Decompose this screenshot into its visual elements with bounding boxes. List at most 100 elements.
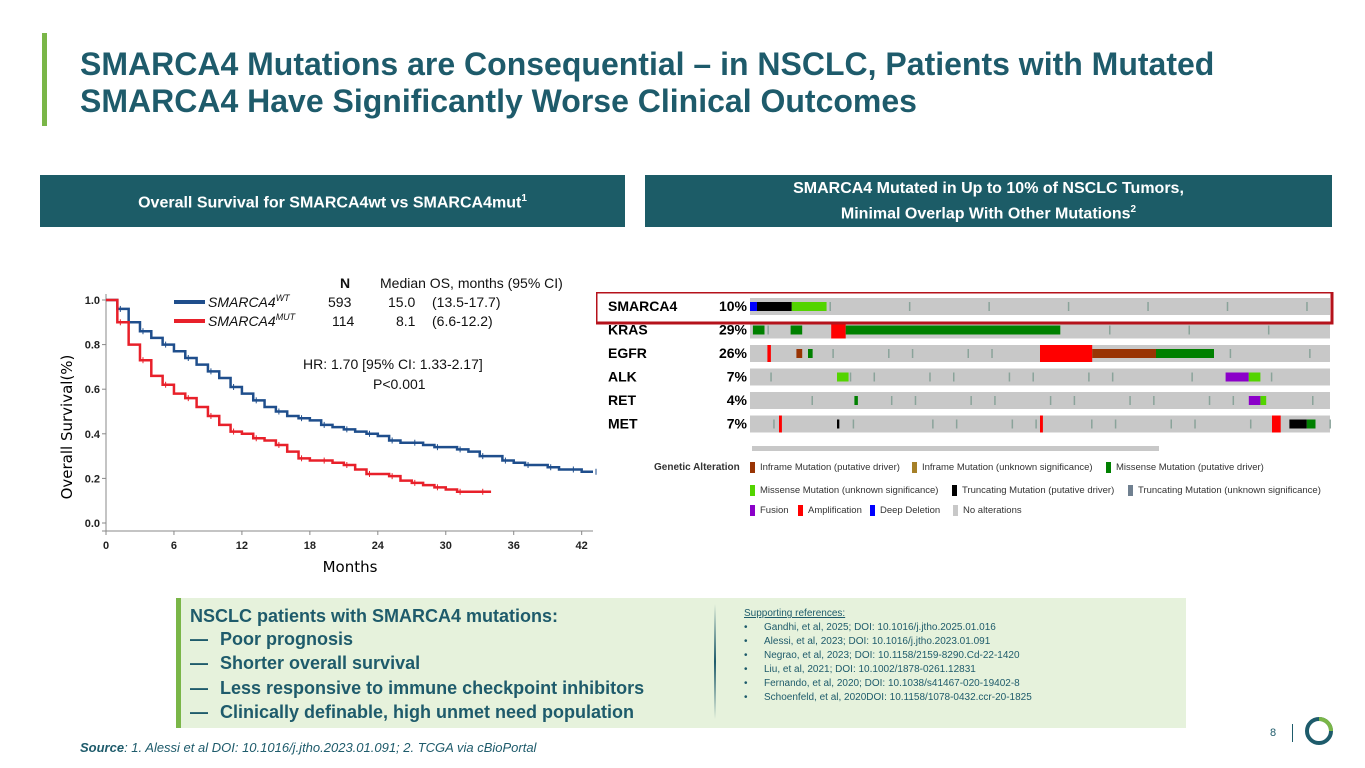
oncoprint-sample-mark	[1309, 349, 1311, 358]
reference-item: • Schoenfeld, et al, 2020DOI: 10.1158/107…	[744, 692, 1032, 703]
oncoprint-sample-mark	[1109, 325, 1111, 335]
page-title: SMARCA4 Mutations are Consequential – in…	[80, 46, 1340, 120]
page-separator	[1292, 724, 1293, 742]
y-tick-label: 1.0	[85, 295, 100, 307]
oncoprint-sample-mark	[1329, 419, 1331, 429]
oncoprint-sample-mark	[773, 419, 775, 429]
legend-swatch	[952, 485, 957, 496]
oncoprint-alteration	[1248, 372, 1261, 382]
oncoprint-alteration	[756, 302, 792, 311]
callout-box	[176, 598, 1186, 728]
oncoprint-alteration	[837, 372, 849, 382]
reference-item: • Liu, et al, 2021; DOI: 10.1002/1878-026…	[744, 664, 976, 675]
legend-item-missense-driver: Missense Mutation (putative driver)	[1106, 462, 1264, 473]
oncoprint-sample-mark	[994, 396, 996, 405]
x-tick-label: 0	[103, 540, 109, 552]
references-title: Supporting references:	[744, 608, 846, 619]
oncoprint-alteration	[1092, 349, 1156, 358]
y-axis-label: Overall Survival(%)	[58, 355, 76, 500]
oncoprint-alteration	[831, 321, 846, 339]
x-tick-label: 12	[236, 540, 248, 552]
legend-item-inframe-unknown: Inframe Mutation (unknown significance)	[912, 462, 1093, 473]
oncoprint-sample-mark	[1208, 396, 1211, 405]
reference-item: • Fernando, et al, 2020; DOI: 10.1038/s41…	[744, 678, 1020, 689]
reference-item: • Alessi, et al, 2023; DOI: 10.1016/j.jth…	[744, 636, 991, 647]
smarca4-highlight-box	[596, 292, 1334, 325]
os-header-sup: 1	[521, 193, 527, 205]
oncoprint-alteration	[796, 349, 803, 358]
mutation-section-header: SMARCA4 Mutated in Up to 10% of NSCLC Tu…	[645, 175, 1332, 227]
legend-swatch	[798, 505, 803, 516]
oncoprint-scrollbar[interactable]	[752, 446, 1159, 451]
oncoprint-sample-mark	[1267, 325, 1270, 335]
legend-swatch	[912, 462, 917, 473]
oncoprint-alteration	[837, 419, 840, 429]
oncoprint-alteration	[1248, 396, 1261, 405]
x-tick-label: 36	[508, 540, 520, 552]
oncoprint-sample-mark	[914, 396, 917, 405]
gene-percent: 10%	[719, 298, 748, 314]
oncoprint-sample-mark	[908, 302, 911, 311]
title-line-1: SMARCA4 Mutations are Consequential – in…	[80, 46, 1215, 82]
legend-wt-n: 593	[328, 294, 352, 310]
y-tick-label: 0.8	[85, 340, 100, 352]
p-value-annotation: P<0.001	[373, 376, 426, 392]
page-number: 8	[1270, 727, 1277, 739]
gene-label: EGFR	[608, 345, 647, 361]
legend-item-truncating-unknown: Truncating Mutation (unknown significanc…	[1128, 485, 1321, 496]
oncoprint-sample-mark	[967, 349, 969, 358]
company-logo-icon	[1305, 717, 1333, 745]
oncoprint-sample-mark	[970, 396, 972, 405]
legend-mut-label: SMARCA4MUT	[208, 312, 297, 329]
legend-swatch	[750, 485, 755, 496]
oncoprint-alteration	[1040, 415, 1043, 433]
oncoprint-sample-mark	[911, 349, 914, 358]
oncoprint-sample-mark	[1114, 419, 1117, 429]
oncoprint-sample-mark	[1232, 396, 1235, 405]
title-line-2: SMARCA4 Have Significantly Worse Clinica…	[80, 83, 917, 119]
oncoprint-sample-mark	[873, 372, 876, 382]
oncoprint-sample-mark	[1306, 302, 1308, 311]
source-note: Source: 1. Alessi et al DOI: 10.1016/j.j…	[80, 740, 537, 755]
oncoprint-sample-mark	[1035, 419, 1037, 429]
oncoprint: SMARCA4 10% KRAS 29% EGFR 26% ALK 7% RET 4% MET 7%	[596, 292, 1334, 451]
os-section-header: Overall Survival for SMARCA4wt vs SMARCA…	[40, 175, 625, 227]
callout-bullet: — Poor prognosis	[190, 629, 354, 649]
oncoprint-sample-mark	[1188, 325, 1190, 335]
gene-label: RET	[608, 392, 636, 408]
oncoprint-sample-mark	[1194, 419, 1196, 429]
legend-item-deep-deletion: Deep Deletion	[870, 505, 940, 516]
gene-label: ALK	[608, 369, 637, 385]
mutation-header-sup: 2	[1130, 203, 1137, 215]
oncoprint-sample-mark	[1032, 372, 1034, 382]
oncoprint-sample-mark	[1111, 372, 1114, 382]
mutation-header-line-2: Minimal Overlap With Other Mutations	[840, 205, 1131, 223]
legend-n-header: N	[340, 275, 350, 291]
y-tick-label: 0.0	[85, 518, 100, 530]
oncoprint-sample-mark	[1153, 396, 1155, 405]
x-tick-label: 18	[304, 540, 316, 552]
oncoprint-alteration	[1225, 372, 1249, 382]
gene-label: MET	[608, 416, 638, 432]
oncoprint-alteration	[1272, 415, 1281, 433]
gene-label: KRAS	[608, 322, 648, 338]
y-tick-label: 0.2	[85, 473, 100, 485]
legend-item-truncating-driver: Truncating Mutation (putative driver)	[952, 485, 1114, 496]
oncoprint-alteration	[1040, 345, 1093, 362]
callout-bullet: — Less responsive to immune checkpoint in…	[190, 678, 645, 698]
legend-title: Genetic Alteration	[654, 462, 740, 473]
callout-bullet: — Shorter overall survival	[190, 653, 421, 673]
reference-item: • Negrao, et al, 2023; DOI: 10.1158/2159-…	[744, 650, 1020, 661]
y-tick-label: 0.6	[85, 384, 100, 396]
oncoprint-sample-mark	[988, 302, 990, 311]
oncoprint-alteration	[854, 396, 858, 405]
oncoprint-track	[750, 392, 1330, 409]
legend-wt-ci: (13.5-17.7)	[432, 294, 500, 310]
oncoprint-sample-mark	[1049, 396, 1052, 405]
legend-wt-median: 15.0	[388, 294, 415, 310]
oncoprint-alteration	[791, 302, 827, 311]
x-axis-label: Months	[323, 558, 378, 576]
gene-percent: 7%	[727, 416, 748, 432]
oncoprint-sample-mark	[991, 349, 993, 358]
oncoprint-sample-mark	[1249, 419, 1252, 429]
